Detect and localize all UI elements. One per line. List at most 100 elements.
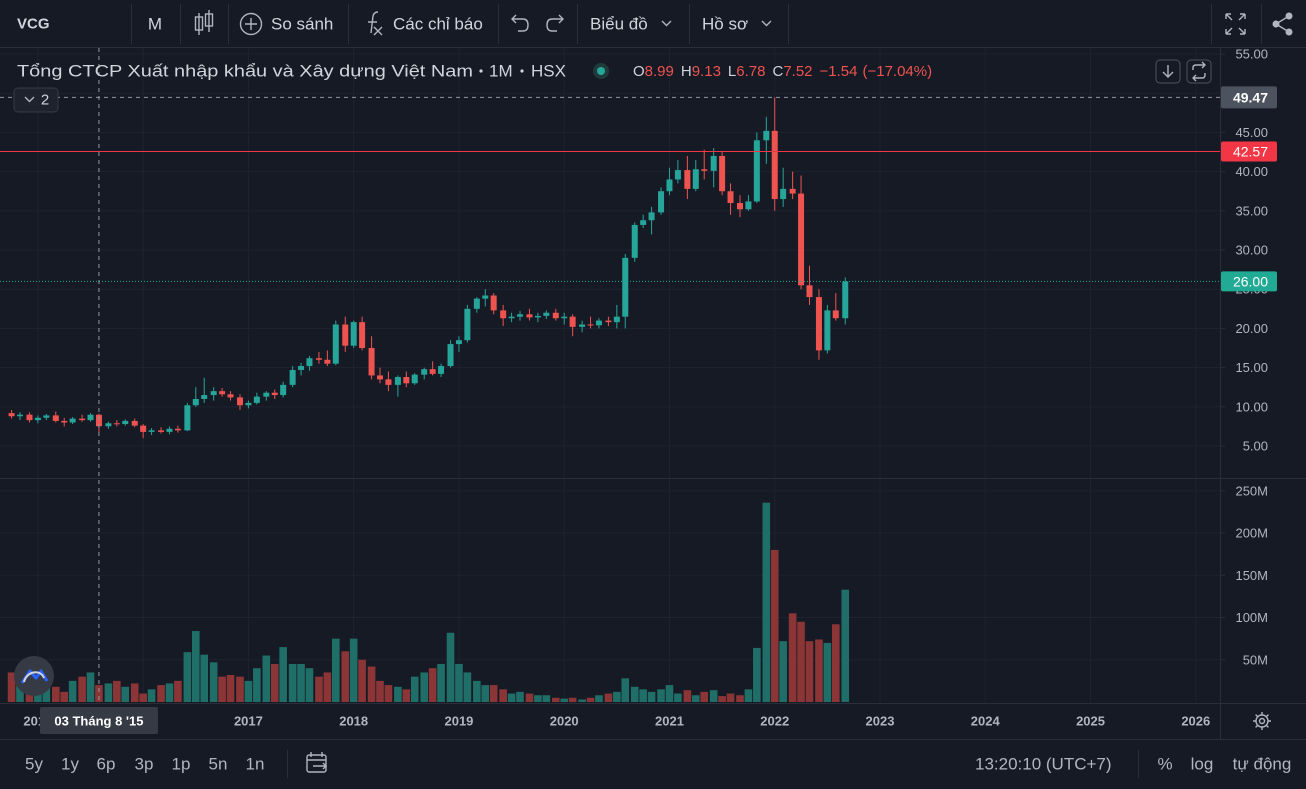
indicators-button[interactable]: Các chỉ báo: [368, 11, 483, 36]
candle-body: [298, 366, 305, 370]
symbol-title: Tổng CTCP Xuất nhập khẩu và Xây dựng Việ…: [17, 62, 473, 81]
settings-icon[interactable]: [1253, 712, 1271, 730]
candle-body: [692, 169, 699, 189]
candle-body: [79, 418, 86, 421]
volume-bar: [613, 691, 621, 702]
range-button[interactable]: 1p: [172, 755, 191, 774]
candle-body: [113, 423, 120, 425]
scroll-button[interactable]: [1155, 59, 1181, 84]
auto-toggle[interactable]: tự động: [1233, 755, 1292, 774]
share-button[interactable]: [1272, 12, 1293, 36]
symbol[interactable]: VCG: [17, 16, 50, 33]
candle-body: [140, 425, 147, 432]
volume-bar: [51, 686, 60, 702]
legend-value: 8.99: [645, 63, 674, 80]
candle-body: [789, 188, 796, 194]
candle-body: [377, 375, 383, 380]
volume-bar: [236, 676, 244, 702]
range-button[interactable]: 1y: [61, 755, 79, 774]
candle-body: [737, 202, 743, 210]
volume-bar: [700, 691, 709, 702]
x-tick-label: 2023: [866, 714, 895, 729]
candle-body: [648, 212, 655, 221]
legend-key: O: [633, 63, 645, 80]
compare-button[interactable]: So sánh: [239, 12, 334, 36]
chart-menu[interactable]: Biểu đồ: [590, 15, 672, 34]
volume-tick-label: 150M: [1235, 568, 1268, 583]
percent-toggle[interactable]: %: [1157, 755, 1172, 774]
range-button[interactable]: 3p: [135, 755, 154, 774]
candle-body: [587, 324, 594, 326]
indicators-toggle[interactable]: 2: [13, 87, 59, 113]
interval-button[interactable]: M: [148, 15, 162, 34]
y-tick-label: 35.00: [1235, 203, 1268, 218]
range-button[interactable]: 5y: [25, 755, 43, 774]
volume-bar: [121, 686, 130, 702]
x-tick-label: 2026: [1181, 714, 1210, 729]
volume-bar: [244, 680, 253, 702]
x-tick-label: 2025: [1076, 714, 1105, 729]
volume-bar: [560, 698, 569, 702]
price-label-box: [1221, 271, 1277, 292]
legend-value: 6.78: [736, 63, 765, 80]
crosshair-price-label: 49.47: [1233, 89, 1268, 105]
candle-body: [500, 310, 507, 319]
candle-body: [306, 358, 313, 367]
range-button[interactable]: 5n: [209, 755, 228, 774]
candle-body: [61, 420, 68, 423]
candle-body: [429, 369, 436, 374]
candle-body: [95, 414, 102, 427]
price-label: 42.57: [1233, 143, 1268, 159]
legend-change-percent: (−17.04%): [862, 63, 932, 80]
candle-body: [719, 155, 726, 192]
candle-body: [552, 312, 559, 319]
candle-body: [350, 322, 357, 346]
candle-body: [658, 191, 665, 213]
date-range-button[interactable]: [306, 752, 327, 773]
range-button[interactable]: 6p: [97, 755, 116, 774]
candle-body: [806, 285, 813, 298]
volume-bar: [358, 659, 366, 702]
grid: [0, 48, 1220, 703]
redo-button[interactable]: [546, 14, 564, 32]
compare-label: So sánh: [271, 15, 333, 34]
volume-bar: [726, 693, 735, 702]
candle-body: [192, 398, 199, 406]
volume-bar: [34, 689, 42, 702]
volume-bar: [305, 668, 314, 702]
separator-dot: [479, 69, 483, 73]
candle-body: [245, 402, 252, 406]
volume-bar: [297, 663, 305, 702]
candle-body: [640, 220, 647, 225]
candle-body: [237, 397, 243, 406]
volume-bar: [762, 502, 771, 702]
volume-bar: [402, 689, 411, 702]
volume-bar: [718, 696, 726, 702]
volume-bar: [525, 693, 534, 702]
chart-type-button[interactable]: [194, 10, 214, 35]
range-button[interactable]: 1n: [246, 755, 265, 774]
volume-bar: [455, 663, 463, 702]
volume-bar: [604, 693, 613, 702]
reset-button[interactable]: [1186, 59, 1212, 84]
legend-key: L: [728, 63, 736, 80]
volume-bar: [797, 621, 805, 702]
legend-key: H: [681, 63, 692, 80]
volume-bar: [315, 676, 323, 702]
candle-body: [579, 324, 586, 327]
candle-body: [394, 377, 401, 385]
fullscreen-button[interactable]: [1225, 13, 1246, 35]
candle-body: [148, 430, 155, 432]
y-tick-label: 20.00: [1235, 321, 1268, 336]
undo-button[interactable]: [511, 14, 529, 32]
log-toggle[interactable]: log: [1191, 755, 1214, 774]
logo[interactable]: [14, 656, 54, 696]
volume-bar: [183, 652, 192, 702]
exchange: HSX: [531, 62, 566, 81]
profile-menu[interactable]: Hồ sơ: [702, 15, 772, 34]
candle-body: [526, 314, 533, 318]
axes: 5.0010.0015.0020.0025.0030.0035.0040.004…: [23, 47, 1277, 734]
candle-body: [710, 155, 717, 171]
volume-bar: [647, 691, 656, 702]
volume-bar: [130, 683, 139, 702]
